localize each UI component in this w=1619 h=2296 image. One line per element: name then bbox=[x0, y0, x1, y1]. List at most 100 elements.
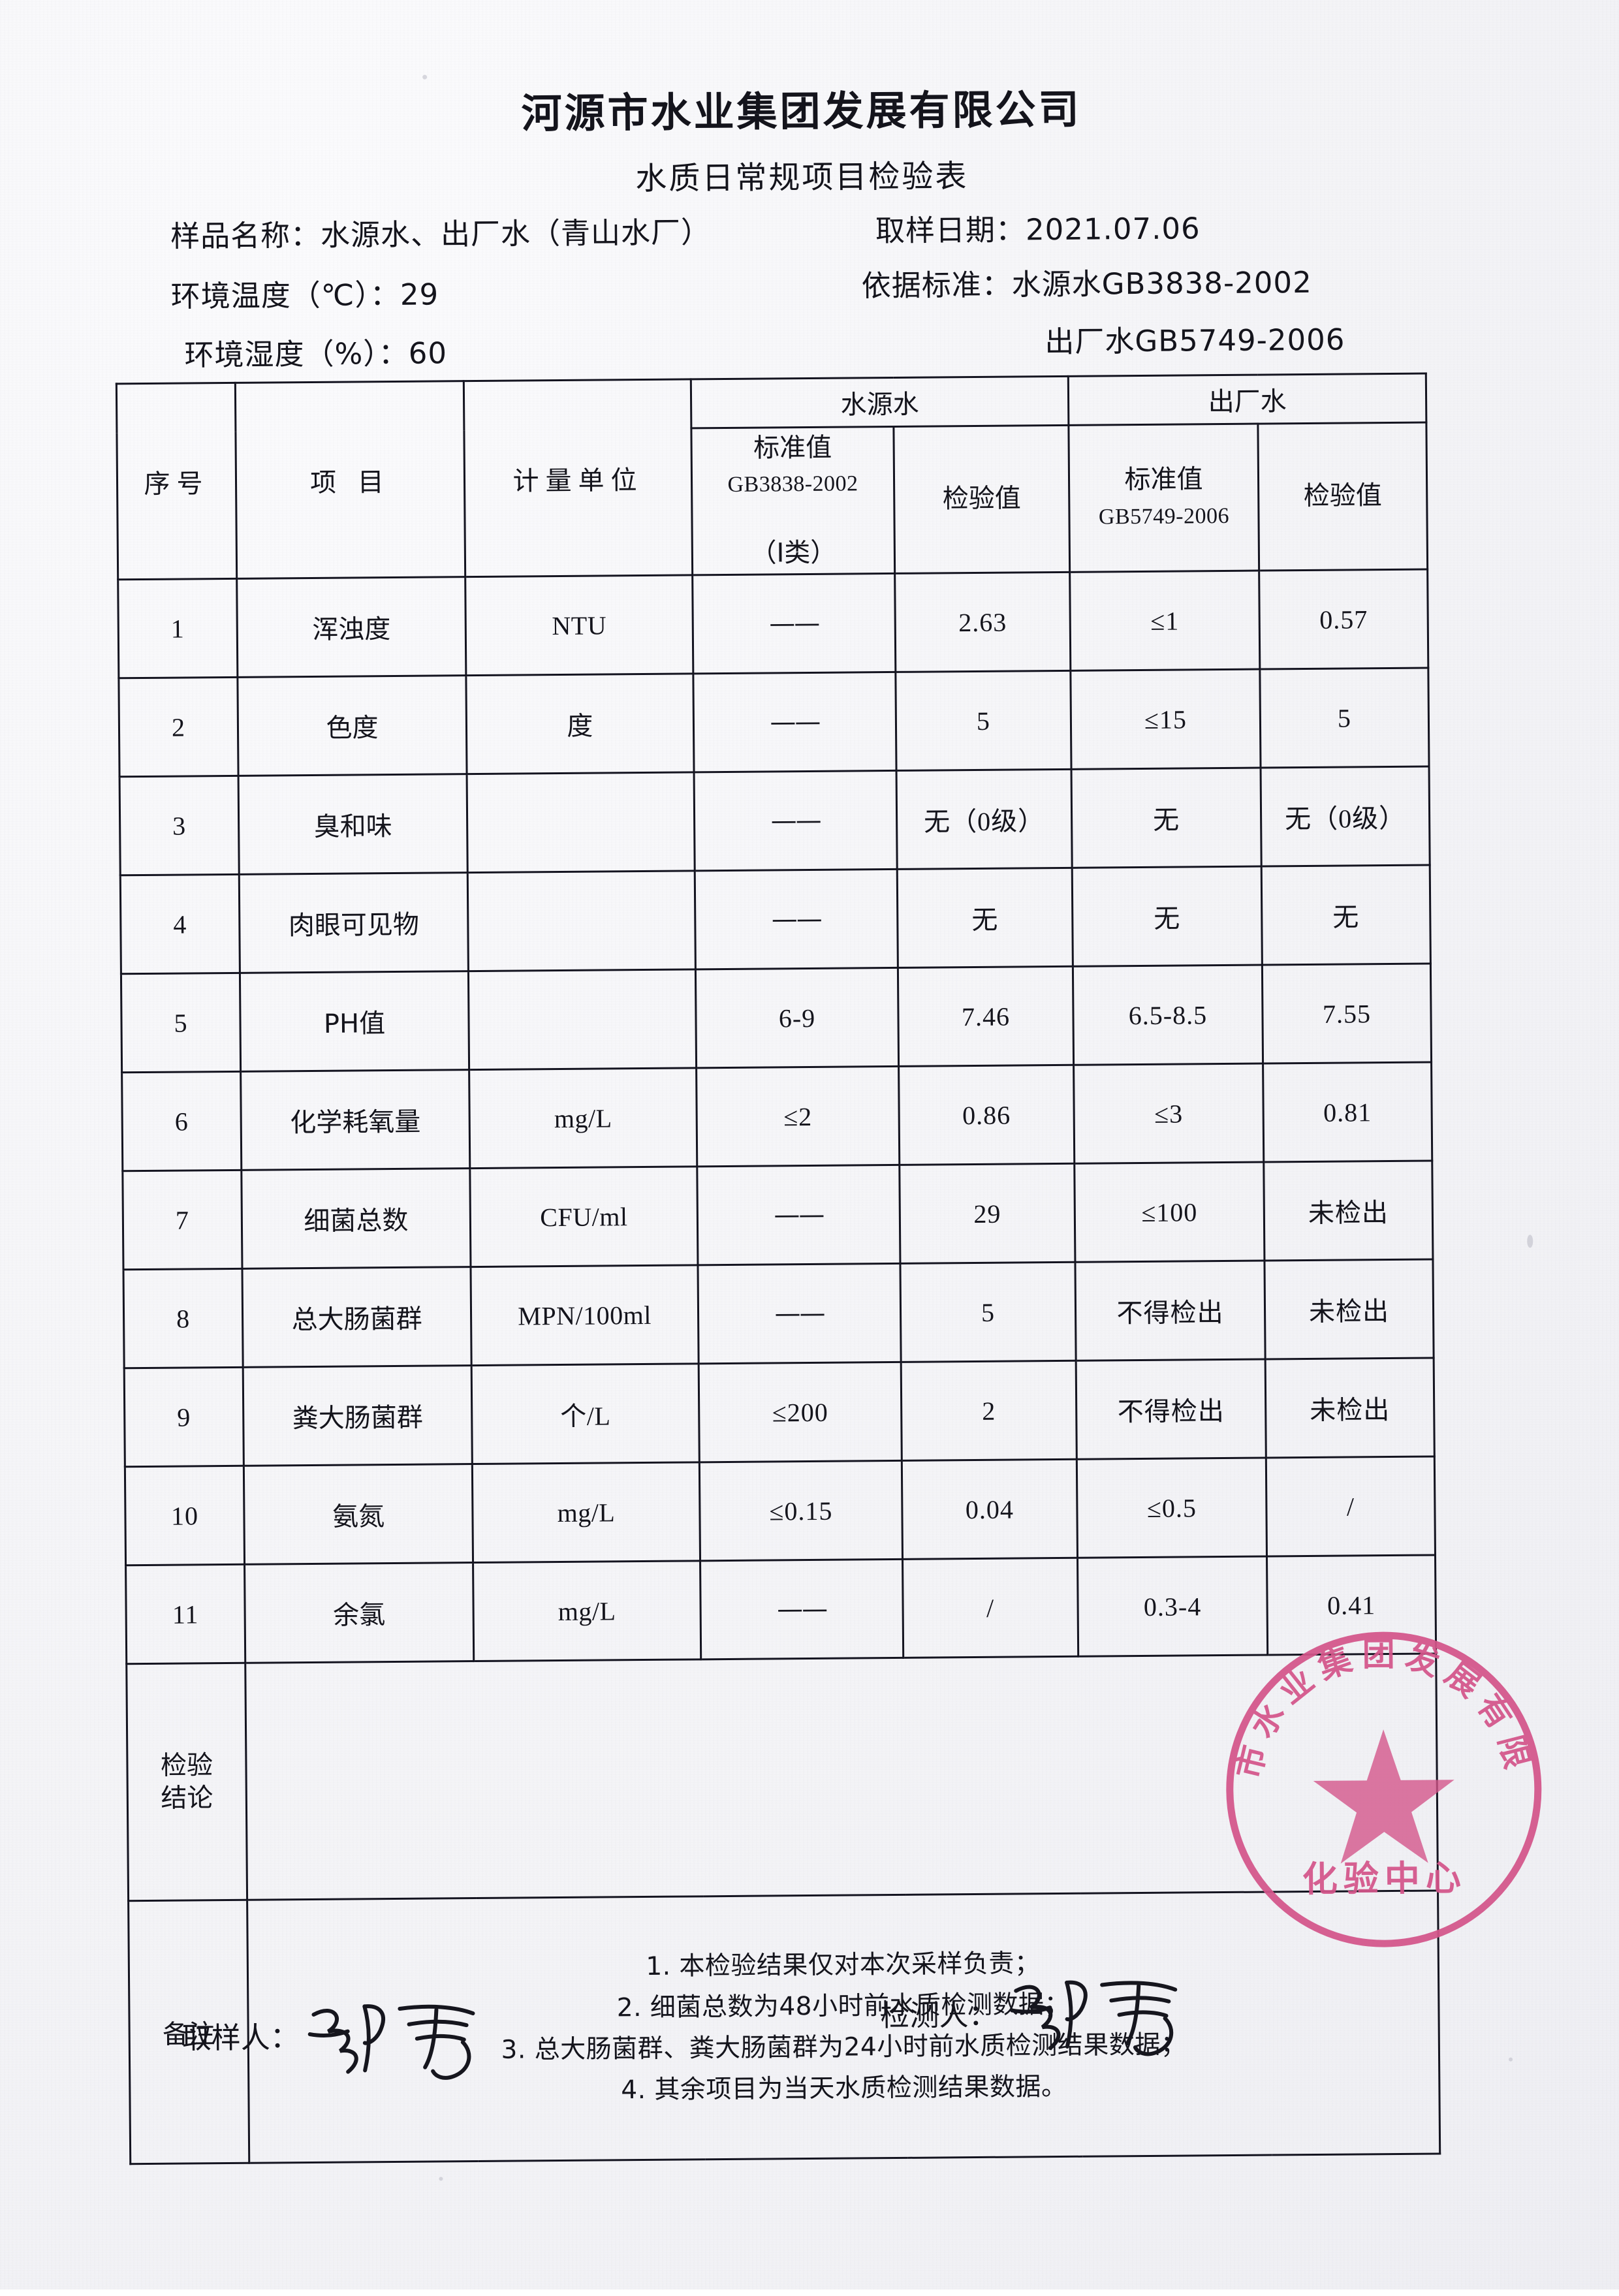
standard-reference-finished: 出厂水GB5749-2006 bbox=[1045, 322, 1345, 360]
cell-source-standard: ≤0.15 bbox=[699, 1460, 903, 1561]
table-row: 6 化学耗氧量 mg/L ≤2 0.86 ≤3 0.81 bbox=[121, 1062, 1432, 1171]
cell-item: 臭和味 bbox=[238, 774, 468, 875]
cell-finished-standard: 6.5-8.5 bbox=[1073, 965, 1263, 1065]
scan-speck bbox=[1509, 2057, 1513, 2062]
cell-unit: 度 bbox=[465, 673, 695, 774]
cell-finished-standard: ≤0.5 bbox=[1077, 1458, 1267, 1558]
remarks-row: 备注 1. 本检验结果仅对本次采样负责； 2. 细菌总数为48小时前水质检测数据；… bbox=[128, 1890, 1440, 2164]
sampler-label: 取样人： bbox=[181, 2020, 300, 2056]
cell-finished-standard: 不得检出 bbox=[1075, 1261, 1266, 1361]
table-row: 8 总大肠菌群 MPN/100ml —— 5 不得检出 未检出 bbox=[123, 1259, 1434, 1368]
column-header-source-value: 检验值 bbox=[893, 425, 1070, 574]
cell-source-standard: —— bbox=[693, 672, 897, 772]
cell-unit: 个/L bbox=[471, 1363, 700, 1464]
group-header-source-water: 水源水 bbox=[691, 376, 1069, 428]
cell-seq: 7 bbox=[122, 1170, 242, 1270]
sample-name-field: 样品名称：水源水、出厂水（青山水厂） bbox=[170, 215, 712, 254]
table-row: 2 色度 度 —— 5 ≤15 5 bbox=[118, 668, 1430, 777]
cell-finished-standard: 不得检出 bbox=[1076, 1359, 1266, 1460]
cell-item: 色度 bbox=[237, 675, 467, 776]
cell-seq: 1 bbox=[118, 578, 238, 678]
cell-source-value: 无（0级） bbox=[896, 769, 1073, 870]
cell-seq: 4 bbox=[120, 874, 240, 974]
cell-source-value: 0.86 bbox=[898, 1065, 1075, 1165]
table-row: 3 臭和味 —— 无（0级） 无 无（0级） bbox=[119, 766, 1430, 875]
cell-seq: 3 bbox=[119, 776, 240, 875]
cell-seq: 11 bbox=[125, 1564, 245, 1664]
cell-source-value: 5 bbox=[895, 670, 1072, 771]
group-header-finished-water: 出厂水 bbox=[1068, 373, 1426, 426]
cell-unit: NTU bbox=[465, 574, 693, 676]
cell-source-standard: —— bbox=[692, 573, 896, 674]
finished-standard-line1: 标准值 bbox=[1124, 464, 1203, 495]
sampling-date-field: 取样日期：2021.07.06 bbox=[875, 211, 1201, 249]
cell-finished-value: 5 bbox=[1259, 668, 1430, 768]
cell-source-standard: ≤200 bbox=[699, 1362, 902, 1462]
cell-unit bbox=[467, 772, 695, 873]
cell-source-value: 0.04 bbox=[902, 1459, 1078, 1560]
column-header-item: 项 目 bbox=[235, 381, 465, 579]
cell-unit: mg/L bbox=[473, 1560, 701, 1661]
cell-finished-standard: ≤15 bbox=[1070, 669, 1261, 770]
cell-source-standard: —— bbox=[695, 869, 898, 969]
column-header-source-standard: 标准值 GB3838-2002 （Ⅰ类） bbox=[691, 426, 895, 575]
cell-finished-value: 0.81 bbox=[1263, 1062, 1432, 1163]
cell-finished-standard: ≤1 bbox=[1069, 571, 1260, 671]
cell-finished-value: 0.57 bbox=[1259, 569, 1428, 670]
cell-source-value: 5 bbox=[900, 1262, 1077, 1362]
company-title: 河源市水业集团发展有限公司 bbox=[521, 85, 1082, 138]
scan-speck bbox=[1527, 1234, 1533, 1248]
cell-source-standard: —— bbox=[694, 770, 898, 871]
table-row: 10 氨氮 mg/L ≤0.15 0.04 ≤0.5 / bbox=[125, 1456, 1436, 1565]
cell-finished-value: 无（0级） bbox=[1261, 766, 1430, 867]
cell-unit: MPN/100ml bbox=[470, 1265, 699, 1366]
cell-finished-standard: 0.3-4 bbox=[1077, 1556, 1268, 1657]
scan-speck bbox=[422, 74, 428, 80]
table-row: 9 粪大肠菌群 个/L ≤200 2 不得检出 未检出 bbox=[124, 1358, 1435, 1467]
cell-unit: CFU/ml bbox=[469, 1166, 698, 1267]
column-header-finished-value: 检验值 bbox=[1257, 422, 1428, 571]
cell-source-standard: ≤2 bbox=[696, 1066, 900, 1167]
conclusion-body bbox=[245, 1653, 1438, 1900]
cell-seq: 9 bbox=[124, 1367, 244, 1467]
cell-source-standard: —— bbox=[700, 1559, 904, 1659]
column-header-unit: 计量单位 bbox=[464, 379, 693, 577]
cell-item: 总大肠菌群 bbox=[242, 1266, 472, 1368]
cell-source-value: 无 bbox=[897, 868, 1073, 968]
cell-item: 浑浊度 bbox=[236, 576, 466, 678]
conclusion-label: 检验 结论 bbox=[126, 1663, 247, 1901]
cell-unit: mg/L bbox=[469, 1067, 697, 1169]
standard-reference-source: 依据标准：水源水GB3838-2002 bbox=[861, 264, 1312, 304]
form-title: 水质日常规项目检验表 bbox=[635, 158, 969, 198]
cell-source-value: 2 bbox=[901, 1360, 1077, 1461]
cell-item: 余氯 bbox=[244, 1562, 474, 1663]
cell-seq: 10 bbox=[125, 1466, 245, 1565]
cell-item: 肉眼可见物 bbox=[239, 872, 469, 973]
column-header-finished-standard: 标准值 GB5749-2006 bbox=[1068, 424, 1259, 573]
cell-item: PH值 bbox=[240, 971, 469, 1072]
ambient-temperature-field: 环境温度（℃）：29 bbox=[170, 277, 439, 314]
source-standard-line1: 标准值 bbox=[753, 432, 832, 464]
finished-standard-line2: GB5749-2006 bbox=[1098, 503, 1230, 529]
cell-source-value: / bbox=[902, 1558, 1078, 1658]
table-row: 1 浑浊度 NTU —— 2.63 ≤1 0.57 bbox=[118, 569, 1428, 678]
table-row: 5 PH值 6-9 7.46 6.5-8.5 7.55 bbox=[121, 964, 1432, 1073]
cell-source-standard: 6-9 bbox=[695, 967, 899, 1068]
conclusion-row: 检验 结论 bbox=[126, 1653, 1438, 1901]
cell-finished-value: 未检出 bbox=[1265, 1358, 1435, 1458]
scan-speck bbox=[439, 2177, 443, 2181]
cell-unit bbox=[468, 969, 697, 1070]
source-standard-line2: GB3838-2002 bbox=[727, 471, 858, 497]
cell-finished-standard: 无 bbox=[1071, 768, 1262, 868]
cell-item: 化学耗氧量 bbox=[240, 1069, 470, 1171]
ambient-humidity-field: 环境湿度（%）：60 bbox=[184, 336, 448, 373]
cell-item: 粪大肠菌群 bbox=[243, 1365, 473, 1466]
cell-seq: 2 bbox=[118, 677, 239, 777]
source-standard-line3: （Ⅰ类） bbox=[750, 537, 837, 569]
cell-seq: 5 bbox=[121, 973, 241, 1073]
cell-finished-standard: 无 bbox=[1072, 866, 1263, 967]
remark-line: 4. 其余项目为当天水质检测结果数据。 bbox=[621, 2072, 1067, 2105]
cell-finished-value: / bbox=[1266, 1456, 1436, 1557]
